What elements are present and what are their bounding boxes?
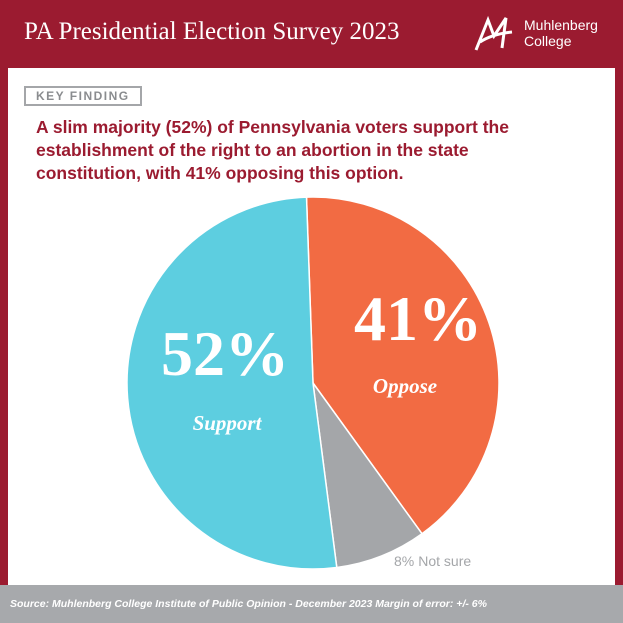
outside-label: 8% Not sure bbox=[394, 553, 471, 569]
source: Source: Muhlenberg College Institute of … bbox=[10, 598, 487, 610]
value-label: 41% bbox=[354, 283, 482, 354]
pie-slice bbox=[305, 196, 500, 535]
footer: Source: Muhlenberg College Institute of … bbox=[0, 585, 623, 623]
value-label: 8% bbox=[394, 553, 414, 569]
category-label: Support bbox=[193, 411, 263, 435]
category-label: Not sure bbox=[418, 553, 471, 569]
logo: Muhlenberg College bbox=[474, 15, 598, 51]
pie-slice bbox=[126, 196, 338, 570]
pie-slice bbox=[312, 382, 424, 569]
headline: A slim majority (52%) of Pennsylvania vo… bbox=[36, 117, 509, 183]
title: PA Presidential Election Survey 2023 bbox=[24, 18, 400, 45]
logo-text: Muhlenberg bbox=[524, 17, 598, 33]
key-finding-label: KEY FINDING bbox=[24, 86, 142, 106]
value-label: 52% bbox=[161, 318, 289, 389]
logo-text: College bbox=[524, 33, 572, 49]
logo-mark bbox=[474, 15, 513, 51]
category-label: Oppose bbox=[373, 374, 437, 398]
pie-chart: 41% Oppose 52% Support 8% Not sure bbox=[126, 196, 500, 570]
